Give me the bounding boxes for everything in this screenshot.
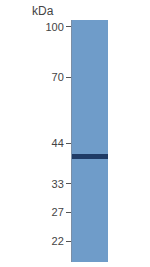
svg-text:33: 33	[52, 178, 64, 190]
svg-text:22: 22	[52, 235, 64, 247]
svg-text:27: 27	[52, 206, 64, 218]
svg-text:kDa: kDa	[32, 4, 54, 18]
svg-text:44: 44	[52, 137, 64, 149]
svg-text:100: 100	[45, 21, 63, 33]
svg-text:70: 70	[52, 71, 64, 83]
